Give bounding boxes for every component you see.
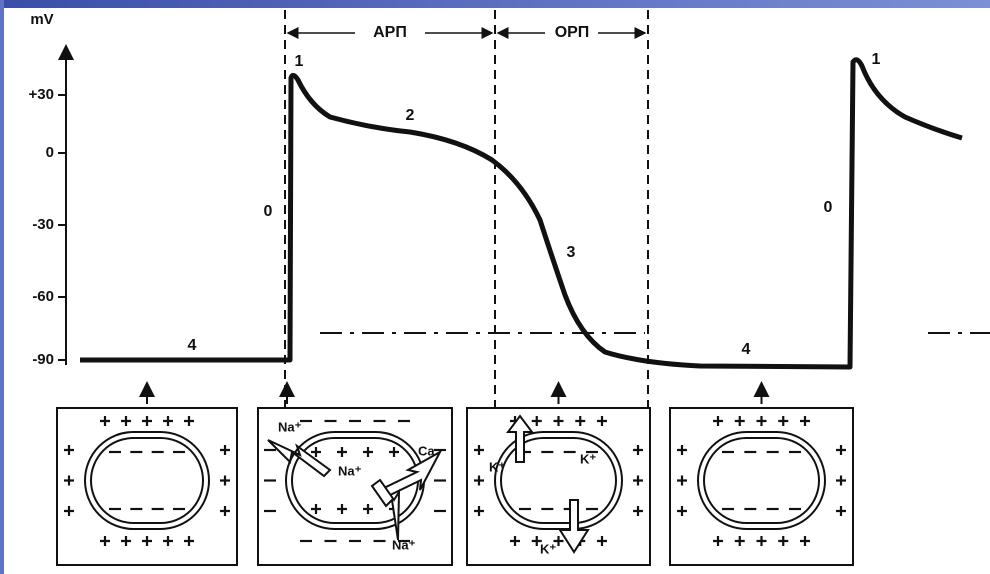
axis-unit: mV (30, 11, 53, 28)
y-tick-label: 0 (46, 144, 54, 161)
ion-label: K⁺ (489, 459, 505, 474)
ion-label: K⁺ (540, 541, 556, 556)
ion-label: Na⁺ (392, 537, 416, 552)
diagram: mV +30 0 -30 -60 -90 АРП ОРП 4 0 1 2 3 4… (0, 0, 990, 574)
y-tick-label: +30 (29, 86, 54, 103)
ion-label: K⁺ (580, 451, 596, 466)
phase-label: 1 (872, 51, 881, 68)
phase-label: 1 (295, 53, 304, 70)
phase-label: 4 (188, 337, 197, 354)
y-tick-label: -90 (32, 351, 54, 368)
page: mV +30 0 -30 -60 -90 АРП ОРП 4 0 1 2 3 4… (0, 0, 990, 574)
ion-label: Ca (418, 443, 435, 458)
phase-label: 4 (742, 341, 751, 358)
y-tick-label: -60 (32, 288, 54, 305)
y-tick-label: -30 (32, 216, 54, 233)
phase-label: 0 (264, 203, 273, 220)
left-edge (0, 0, 4, 574)
period-dividers (285, 10, 648, 408)
period-label: ОРП (555, 24, 590, 41)
phase-label: 0 (824, 199, 833, 216)
y-axis (58, 46, 66, 365)
phase-label: 2 (406, 107, 415, 124)
ion-label: Na⁺ (338, 463, 362, 478)
period-label: АРП (373, 24, 407, 41)
phase-label: 3 (567, 244, 576, 261)
ion-label: Na⁺ (278, 419, 302, 434)
cells (57, 408, 853, 565)
top-bar (0, 0, 990, 8)
